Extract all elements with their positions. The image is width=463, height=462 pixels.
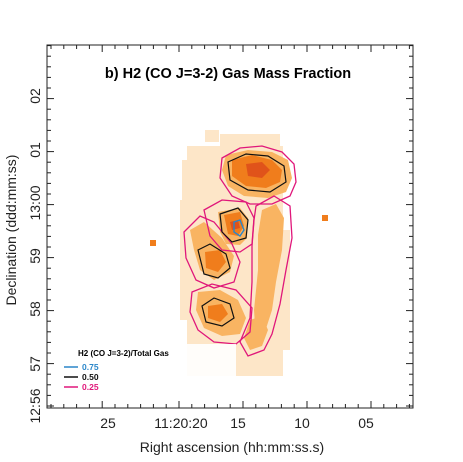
high-level-emission: [150, 155, 328, 322]
x-tick-label: 10: [294, 415, 310, 431]
legend: H2 (CO J=3-2)/Total Gas 0.75 0.50 0.25: [58, 344, 236, 392]
x-tick-label: 15: [230, 415, 246, 431]
x-axis-title: Right ascension (hh:mm:ss.s): [140, 439, 324, 455]
y-tick-label: 13:00: [27, 185, 43, 220]
axis-ticks: [47, 45, 413, 408]
y-tick-labels: 12:56 57 58 59 13:00 01 02: [27, 88, 43, 424]
x-tick-label: 11:20:20: [154, 415, 208, 431]
y-tick-label: 59: [27, 248, 43, 264]
legend-title: H2 (CO J=3-2)/Total Gas: [78, 349, 169, 358]
x-tick-label: 25: [100, 415, 116, 431]
y-tick-label: 57: [27, 356, 43, 372]
y-tick-label: 02: [27, 88, 43, 104]
y-tick-label: 58: [27, 301, 43, 317]
chart-title: b) H2 (CO J=3-2) Gas Mass Fraction: [105, 66, 351, 82]
legend-label-0.50: 0.50: [82, 372, 99, 382]
legend-label-0.75: 0.75: [82, 362, 99, 372]
y-axis-title: Declination (ddd:mm:ss): [3, 155, 19, 306]
contour-0.75: [233, 219, 245, 237]
legend-box: [58, 344, 236, 390]
peak-emission: [230, 162, 270, 230]
contour-0.25: [183, 145, 297, 357]
contour-0.50: [197, 153, 287, 327]
y-tick-label: 01: [27, 142, 43, 158]
y-tick-label: 12:56: [27, 388, 43, 423]
gas-fraction-map: [150, 130, 328, 376]
legend-label-0.25: 0.25: [82, 382, 99, 392]
x-tick-labels: 25 11:20:20 15 10 05: [100, 415, 374, 431]
x-tick-label: 05: [358, 415, 374, 431]
